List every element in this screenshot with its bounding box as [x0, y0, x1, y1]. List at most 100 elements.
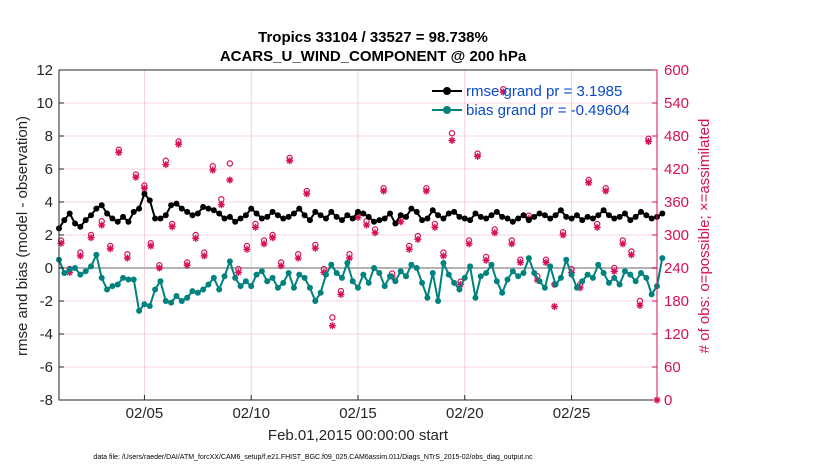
- obs-assimilated-marker: [251, 223, 259, 231]
- bias-point: [93, 251, 100, 258]
- rmse-point: [483, 215, 490, 222]
- right-tick-label: 240: [664, 260, 689, 277]
- obs-assimilated-stroke: [602, 188, 609, 194]
- bias-point: [509, 268, 516, 275]
- obs-assimilated-stroke: [184, 262, 191, 269]
- rmse-point: [157, 215, 164, 222]
- rmse-point: [168, 202, 175, 209]
- x-axis-label: Feb.01,2015 00:00:00 start: [268, 427, 449, 444]
- bias-point: [365, 279, 372, 286]
- rmse-point: [264, 213, 271, 220]
- bias-point: [333, 269, 340, 276]
- rmse-point: [605, 212, 612, 219]
- bias-point: [360, 271, 367, 278]
- rmse-point: [429, 207, 436, 214]
- bias-point: [616, 281, 623, 288]
- bias-point: [269, 274, 276, 281]
- obs-assimilated-stroke: [355, 214, 361, 221]
- obs-assimilated-stroke: [551, 303, 558, 310]
- bias-point: [221, 273, 228, 280]
- obs-assimilated-stroke: [397, 218, 404, 225]
- bias-point: [547, 263, 554, 270]
- bias-point: [274, 284, 281, 291]
- legend-bias-label: bias grand pr = -0.49604: [466, 102, 630, 119]
- footer-data-file: data file: /Users/raeder/DAI/ATM_forcXX/…: [93, 454, 533, 461]
- y-axis-label-left: rmse and bias (model - observation): [14, 116, 31, 356]
- right-tick-label: 180: [664, 293, 689, 310]
- rmse-point: [504, 215, 511, 222]
- obs-assimilated-marker: [448, 136, 456, 144]
- rmse-point: [499, 213, 506, 220]
- rmse-point: [162, 212, 169, 219]
- bias-point: [435, 298, 442, 304]
- bias-point: [322, 271, 329, 278]
- obs-assimilated-stroke: [517, 259, 524, 266]
- obs-assimilated-stroke: [560, 232, 566, 238]
- obs-assimilated-marker: [627, 251, 635, 259]
- rmse-point: [216, 210, 223, 217]
- bias-point: [312, 298, 319, 304]
- bias-point: [232, 274, 239, 281]
- obs-assimilated-marker: [482, 256, 490, 264]
- rmse-point: [285, 213, 292, 220]
- obs-assimilated-stroke: [312, 245, 319, 252]
- left-tick-label: -6: [40, 359, 53, 376]
- bias-point: [242, 278, 249, 285]
- rmse-point: [296, 205, 303, 212]
- rmse-point: [493, 208, 500, 215]
- rmse-point: [349, 215, 356, 222]
- bias-point: [205, 281, 212, 288]
- rmse-point: [253, 210, 260, 217]
- obs-assimilated-marker: [286, 157, 294, 165]
- obs-assimilated-stroke: [363, 222, 370, 229]
- rmse-point: [472, 210, 479, 217]
- rmse-point: [109, 215, 116, 222]
- bias-point: [285, 269, 292, 276]
- rmse-point: [221, 215, 228, 222]
- rmse-point: [104, 210, 111, 217]
- bias-point: [88, 263, 95, 270]
- bias-point: [499, 289, 506, 296]
- obs-assimilated-marker: [397, 218, 405, 226]
- obs-assimilated-marker: [585, 179, 593, 187]
- rmse-point: [573, 212, 580, 219]
- obs-assimilated-marker: [405, 245, 413, 253]
- left-tick-label: -2: [40, 293, 53, 310]
- right-tick-label: 600: [664, 62, 689, 79]
- obs-assimilated-stroke: [124, 255, 131, 262]
- bias-point: [637, 269, 644, 276]
- obs-assimilated-marker: [465, 240, 473, 248]
- x-tick-label: 02/20: [446, 405, 484, 422]
- obs-assimilated-stroke: [380, 188, 387, 194]
- bias-point: [429, 269, 436, 276]
- left-tick-label: 4: [45, 194, 53, 211]
- obs-assimilated-stroke: [449, 137, 455, 144]
- right-tick-label: 0: [664, 392, 672, 409]
- bias-point: [568, 271, 575, 278]
- obs-assimilated-stroke: [261, 240, 267, 247]
- legend-rmse-label: rmse grand pr = 3.1985: [466, 83, 622, 100]
- left-tick-label: 2: [45, 227, 53, 244]
- rmse-point: [355, 208, 361, 215]
- rmse-point: [568, 215, 575, 222]
- obs-assimilated-stroke: [303, 190, 310, 197]
- rmse-point: [403, 213, 410, 220]
- rmse-point: [237, 215, 244, 222]
- bias-point: [413, 265, 420, 271]
- obs-assimilated-marker: [422, 187, 430, 195]
- obs-assimilated-marker: [147, 242, 155, 250]
- rmse-point: [290, 210, 297, 217]
- rmse-point: [226, 213, 233, 220]
- bias-point: [290, 284, 297, 291]
- obs-assimilated-stroke: [619, 240, 626, 247]
- rmse-point: [194, 210, 201, 217]
- rmse-point: [146, 197, 153, 204]
- bias-point: [392, 278, 399, 285]
- bias-point: [595, 261, 602, 268]
- x-tick-label: 02/05: [126, 405, 164, 422]
- rmse-point: [381, 215, 388, 222]
- obs-assimilated-stroke: [483, 257, 490, 264]
- rmse-point: [205, 205, 212, 212]
- obs-assimilated-marker: [303, 190, 311, 198]
